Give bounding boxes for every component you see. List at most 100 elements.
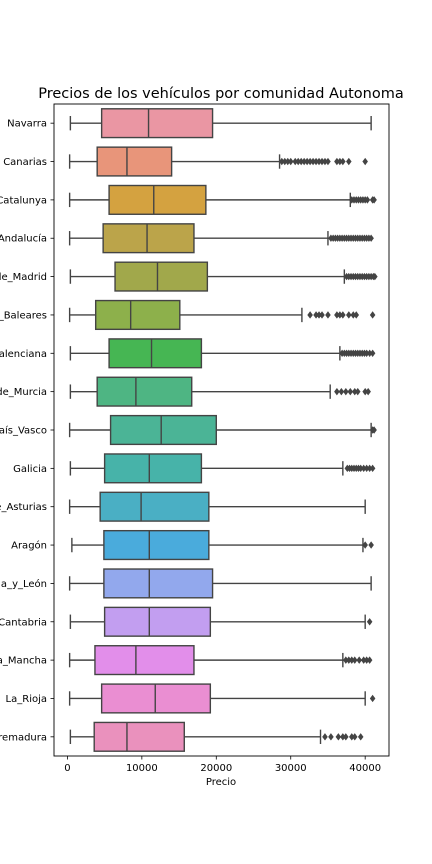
outlier-point — [340, 157, 346, 166]
x-tick-label: 30000 — [275, 763, 307, 774]
box-iqr — [109, 414, 217, 446]
outlier-point — [325, 311, 331, 319]
box-Región_de_Murcia — [69, 376, 371, 407]
y-tick-label: Aragón — [11, 540, 47, 552]
chart-title: Precios de los vehículos por comunidad A… — [38, 86, 404, 102]
outlier-point — [366, 618, 373, 626]
x-axis: 0 10000 20000 30000 40000 — [64, 756, 381, 774]
outlier-point — [371, 196, 377, 204]
box-Aragón — [71, 529, 374, 561]
box-iqr — [103, 568, 214, 599]
box-Comunidad_de_Madrid — [69, 261, 378, 292]
box-La_Rioja — [68, 683, 376, 714]
outlier-point — [346, 311, 352, 319]
box-iqr — [108, 184, 207, 215]
box-Islas_Baleares — [68, 299, 376, 331]
box-iqr — [114, 261, 209, 292]
box-Principado_de_Asturias — [68, 491, 366, 522]
y-tick-label: La_Rioja — [6, 694, 47, 705]
box-iqr — [103, 453, 203, 484]
box-Canarias — [68, 146, 368, 177]
outlier-point — [343, 387, 349, 396]
outlier-point — [354, 387, 361, 396]
outlier-point — [366, 656, 373, 664]
x-tick-label: 10000 — [126, 763, 158, 774]
box-Cantabria — [69, 606, 373, 637]
outlier-point — [340, 311, 346, 319]
outlier-point — [347, 387, 354, 396]
y-tick-label: Castilla-La_Mancha — [0, 656, 47, 667]
outlier-point — [351, 656, 358, 664]
box-iqr — [93, 721, 185, 752]
box-Castilla-La_Mancha — [68, 645, 373, 676]
outlier-point — [371, 426, 377, 434]
y-tick-label: Navarra — [7, 119, 47, 130]
y-tick-label: Cantabria — [0, 617, 47, 628]
box-iqr — [94, 299, 181, 331]
y-tick-label: Comunidad_de_Madrid — [0, 272, 47, 283]
outlier-point — [369, 694, 376, 703]
outlier-point — [335, 733, 342, 741]
box-iqr — [99, 491, 210, 522]
box-iqr — [100, 683, 212, 714]
y-tick-label: País_Vasco — [0, 425, 47, 437]
box-iqr — [94, 645, 195, 676]
box-Extremadura — [69, 721, 364, 752]
y-tick-label: Islas_Baleares — [0, 310, 47, 321]
outlier-point — [357, 733, 364, 741]
box-iqr — [103, 606, 212, 637]
outlier-point — [346, 157, 352, 166]
outlier-point — [319, 311, 325, 319]
outlier-point — [325, 157, 331, 166]
outlier-point — [362, 157, 368, 166]
box-iqr — [102, 223, 195, 254]
outlier-point — [369, 349, 376, 357]
x-tick-label: 20000 — [200, 763, 232, 774]
x-tick-label: 0 — [64, 763, 70, 774]
box-iqr — [96, 146, 173, 177]
box-Castilla_y_León — [68, 568, 372, 599]
y-tick-label: Galicia — [13, 464, 47, 475]
x-tick-label: 40000 — [349, 763, 381, 774]
outlier-point — [369, 464, 376, 473]
outlier-point — [353, 311, 360, 319]
outlier-point — [372, 272, 378, 281]
y-tick-label: Catalunya — [0, 195, 47, 206]
outlier-point — [322, 733, 328, 741]
outlier-point — [368, 234, 374, 242]
box-iqr — [96, 376, 193, 407]
y-tick-label: Principado_de_Asturias — [0, 502, 47, 513]
outlier-point — [351, 733, 358, 741]
y-tick-label: Andalucía — [0, 233, 47, 245]
box-Navarra — [69, 108, 372, 139]
outlier-point — [328, 733, 334, 741]
outlier-point — [338, 387, 345, 396]
outlier-point — [287, 157, 294, 166]
box-Comunidad_Valenciana — [69, 338, 376, 369]
outlier-point — [356, 656, 362, 664]
outlier-point — [362, 541, 368, 549]
outlier-point — [307, 311, 313, 319]
outlier-point — [369, 311, 376, 319]
box-Andalucía — [68, 223, 374, 254]
y-axis: Navarra Canarias Catalunya Andalucía Comunid… — [0, 119, 54, 743]
outlier-point — [364, 196, 371, 204]
box-iqr — [108, 338, 203, 369]
outlier-point — [343, 733, 349, 741]
outlier-point — [368, 541, 374, 549]
box-Catalunya — [68, 184, 377, 215]
outlier-point — [334, 387, 340, 396]
y-tick-label: Comunidad_Valenciana — [0, 349, 47, 360]
y-tick-label: Región_de_Murcia — [0, 386, 47, 398]
y-tick-label: Extremadura — [0, 732, 47, 743]
plot-area — [68, 108, 378, 752]
outlier-point — [365, 387, 371, 396]
y-tick-label: Canarias — [3, 157, 47, 168]
box-iqr — [100, 108, 214, 139]
box-País_Vasco — [68, 414, 377, 446]
y-tick-label: Castilla_y_León — [0, 578, 47, 590]
x-axis-label: Precio — [206, 777, 236, 788]
box-Galicia — [69, 453, 376, 484]
box-iqr — [103, 529, 210, 561]
